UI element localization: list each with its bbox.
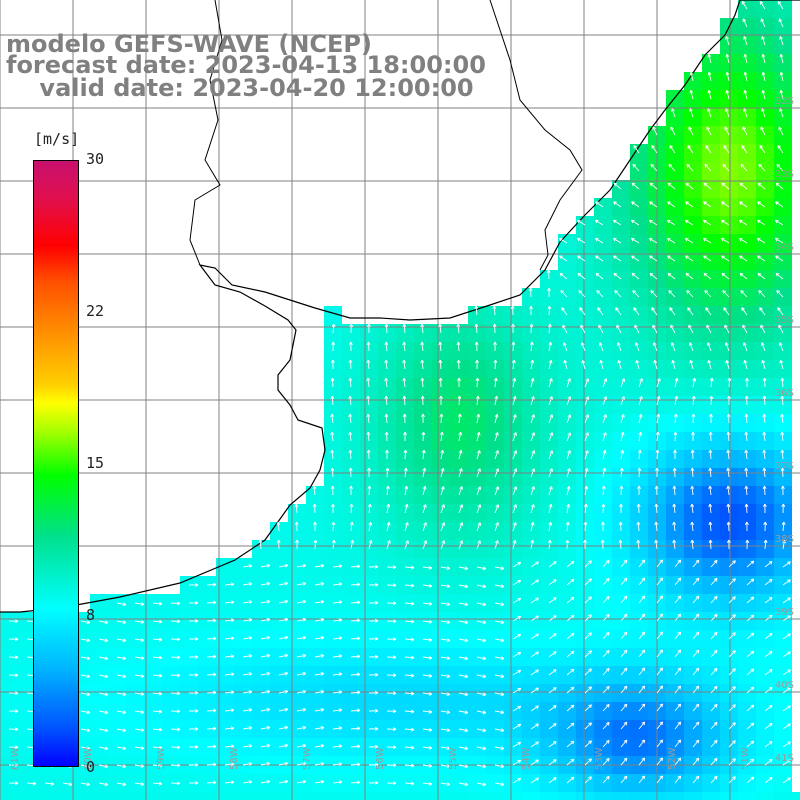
colorbar-tick-15: 15 [86,454,105,472]
forecast-date: forecast date: 2023-04-13 18:00:00 [6,51,486,79]
lat-label-35S: 35S [775,315,794,326]
lon-label-51W: 51W [740,747,751,770]
valid-date: valid date: 2023-04-20 12:00:00 [6,74,474,102]
lat-label-39S: 39S [775,607,794,618]
lon-label-53W: 53W [594,747,605,770]
lat-label-41S: 41S [775,753,794,764]
lat-label-32S: 32S [775,96,794,107]
lat-label-40S: 40S [775,680,794,691]
colorbar-tick-8: 8 [86,606,96,624]
lon-label-61W: 61W [10,747,21,770]
longitude-labels: 61W60W59W58W57W56W55W54W53W52W51W50W49W [10,747,751,770]
lat-label-37S: 37S [775,461,794,472]
lat-label-33S: 33S [775,169,794,180]
lon-label-59W: 59W [156,747,167,770]
lat-label-36S: 36S [775,388,794,399]
lat-label-38S: 38S [775,534,794,545]
latitude-labels: 32S 33S 34S 35S 36S 37S 38S 39S 40S 41S [775,96,794,764]
colorbar-tick-22: 22 [86,302,105,320]
colorbar-tick-0: 0 [86,758,96,776]
lon-label-55W: 55W [448,747,459,770]
lon-label-52W: 52W [667,747,678,770]
river-border [189,0,223,266]
colorbar [33,160,79,767]
lon-label-57W: 57W [302,747,313,770]
lon-label-54W: 54W [521,747,532,770]
lon-label-56W: 56W [375,747,386,770]
wind-vectors [8,0,791,787]
colorbar-tick-30: 30 [86,150,105,168]
lat-label-34S: 34S [775,242,794,253]
colorbar-unit: [m/s] [34,130,80,148]
lon-label-58W: 58W [229,747,240,770]
model-title: modelo GEFS-WAVE (NCEP) [6,30,372,58]
country-border [489,0,583,271]
lon-label-60W: 60W [83,747,94,770]
